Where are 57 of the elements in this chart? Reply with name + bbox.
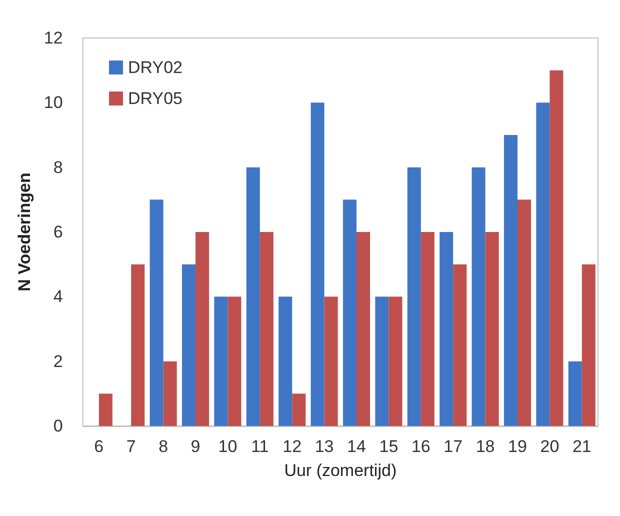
bar bbox=[228, 296, 242, 426]
bar bbox=[453, 264, 467, 426]
x-tick-label: 15 bbox=[379, 437, 398, 456]
bar bbox=[260, 232, 274, 426]
bar bbox=[550, 70, 564, 426]
x-tick-label: 11 bbox=[251, 437, 269, 456]
x-axis-title: Uur (zomertijd) bbox=[284, 461, 397, 480]
bar bbox=[98, 394, 112, 426]
bar bbox=[310, 102, 324, 426]
bar bbox=[342, 200, 357, 426]
bar bbox=[278, 296, 292, 426]
bar bbox=[440, 232, 454, 426]
y-tick-label: 2 bbox=[53, 352, 63, 371]
y-tick-label: 0 bbox=[53, 416, 63, 436]
x-tick-label: 8 bbox=[158, 437, 168, 456]
x-tick-label: 18 bbox=[476, 437, 495, 456]
y-tick-label: 6 bbox=[53, 222, 63, 242]
legend-label: DRY02 bbox=[128, 58, 182, 77]
bar bbox=[292, 394, 306, 426]
bar bbox=[472, 167, 486, 426]
x-tick-label: 12 bbox=[282, 437, 302, 456]
x-tick-label: 13 bbox=[314, 437, 334, 456]
y-tick-label: 12 bbox=[44, 28, 63, 48]
x-tick-label: 16 bbox=[411, 437, 430, 456]
y-tick-label: 4 bbox=[53, 287, 63, 306]
x-tick-label: 9 bbox=[190, 437, 200, 456]
bar bbox=[420, 232, 434, 426]
x-tick-label: 20 bbox=[540, 437, 560, 456]
legend-label: DRY05 bbox=[128, 89, 182, 108]
y-tick-label: 10 bbox=[44, 93, 63, 112]
bar bbox=[388, 296, 402, 426]
bar bbox=[182, 264, 196, 426]
bar bbox=[150, 200, 164, 426]
x-tick-label: 10 bbox=[218, 437, 238, 456]
bar bbox=[582, 264, 596, 426]
bar bbox=[324, 296, 338, 426]
x-tick-label: 6 bbox=[94, 437, 104, 456]
bar bbox=[504, 135, 518, 426]
bar bbox=[536, 102, 550, 426]
bar bbox=[356, 232, 370, 426]
x-tick-label: 19 bbox=[508, 437, 527, 456]
bar bbox=[485, 232, 499, 426]
bar bbox=[246, 167, 260, 426]
bar bbox=[131, 264, 145, 426]
bar bbox=[568, 361, 582, 426]
bar bbox=[214, 296, 228, 426]
y-axis-title: N Voederingen bbox=[15, 172, 34, 292]
x-tick-label: 14 bbox=[347, 437, 366, 456]
x-tick-label: 7 bbox=[126, 437, 136, 456]
bar bbox=[375, 296, 389, 426]
bar bbox=[196, 232, 210, 426]
y-tick-label: 8 bbox=[53, 158, 63, 177]
bar bbox=[518, 200, 532, 426]
x-tick-label: 21 bbox=[572, 437, 592, 456]
x-tick-label: 17 bbox=[444, 437, 463, 456]
bar bbox=[407, 167, 421, 426]
bar bbox=[163, 361, 177, 426]
